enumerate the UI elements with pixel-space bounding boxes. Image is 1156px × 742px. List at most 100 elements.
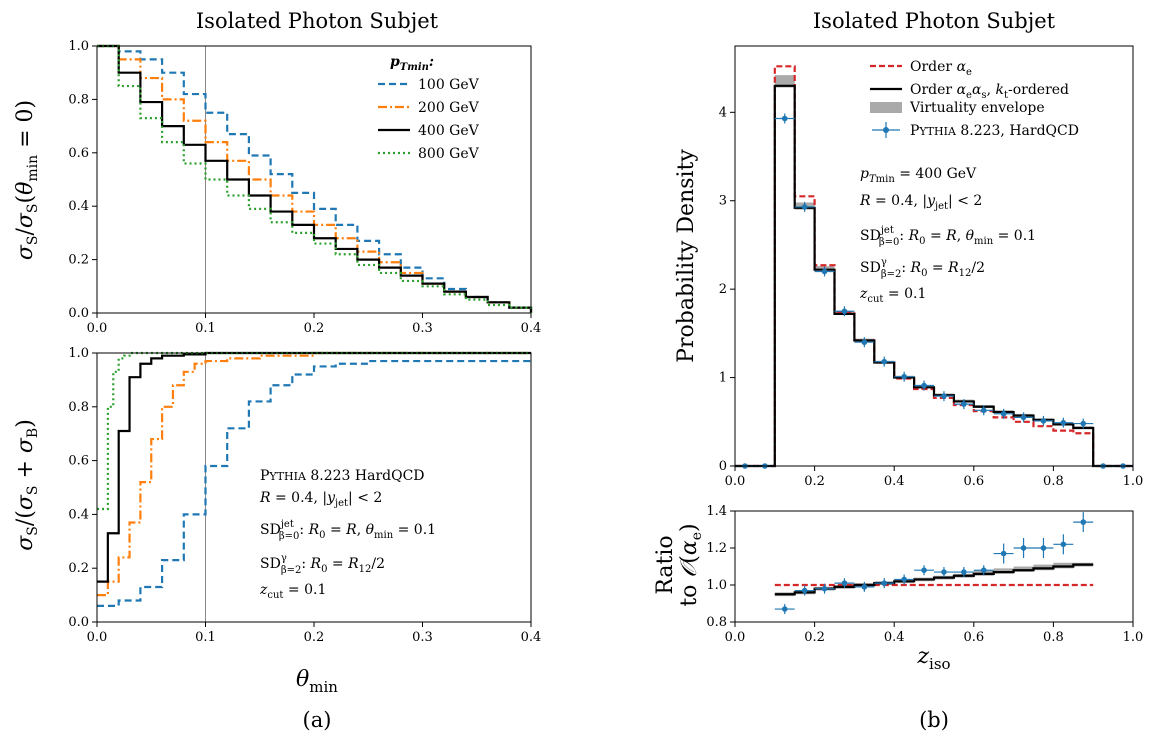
x-tick-label: 0.2	[804, 474, 825, 489]
panel-a-bottom-annotation: PYTHIA 8.223 HardQCD R = 0.4, |yjet| < 2…	[259, 468, 436, 601]
x-tick-label: 0.0	[87, 321, 108, 336]
y-tick-label: 1.0	[68, 346, 89, 361]
panel-b-xlabel: ziso	[916, 644, 950, 673]
y-tick-label: 3	[719, 194, 727, 209]
annotation-sd-gamma: SDγ β=2: R0 = R12/2	[260, 553, 385, 576]
ratio-pythia-point	[980, 567, 987, 573]
pythia-point	[1060, 419, 1067, 426]
plot-frame	[734, 510, 1134, 623]
panel-b-top-plot: 0.0 0.2 0.4 0.6 0.8 1.0 0 1 2 3 4	[719, 45, 1143, 489]
series-order-ae	[735, 65, 1133, 468]
legend-label-400: 400 GeV	[418, 123, 480, 139]
x-tick-label: 0.6	[963, 630, 984, 645]
x-tick-label: 0.4	[884, 474, 905, 489]
ratio-pythia-point	[1020, 545, 1027, 551]
ratio-pythia-point	[841, 580, 848, 586]
x-tick-label: 0.2	[804, 630, 825, 645]
x-tick-label: 0.1	[195, 630, 216, 645]
panel-a-bottom-ylabel: σS/(σS + σB)	[13, 419, 41, 551]
panel-b-title: Isolated Photon Subjet	[813, 9, 1056, 33]
panel-b-top-ylabel: Probability Density	[674, 149, 699, 363]
y-tick-label: 0.8	[68, 92, 89, 107]
annotation-sd-gamma-b: SDγ β=2: R0 = R12/2	[860, 257, 985, 280]
y-tick-label: 1.0	[706, 578, 727, 593]
ratio-pythia-point	[801, 587, 808, 594]
ratio-pythia-point	[961, 569, 967, 575]
annotation-jet-cuts-b: R = 0.4, |yjet| < 2	[859, 193, 982, 212]
panel-a-xlabel: θmin	[296, 667, 338, 696]
panel-b-label: (b)	[919, 708, 949, 732]
pythia-point	[801, 204, 808, 210]
x-tick-label: 0.8	[1043, 474, 1064, 489]
annotation-generator: PYTHIA 8.223 HardQCD	[260, 468, 425, 484]
y-tick-label: 0.0	[68, 306, 89, 321]
y-tick-label: 1.4	[706, 504, 727, 519]
y-tick-label: 0.6	[68, 146, 89, 161]
x-tick-label: 0.0	[725, 474, 746, 489]
plot-frame	[734, 45, 1134, 467]
x-tick-label: 0.1	[195, 321, 216, 336]
panel-b-bottom-ylabel: Ratioto 𝒪(αe)	[653, 523, 705, 606]
x-tick-label: 1.0	[1123, 630, 1144, 645]
ratio-pythia-point	[881, 580, 888, 586]
series-line-800-gev	[97, 351, 531, 511]
panel-a-bottom-plot: 0.0 0.1 0.2 0.3 0.4 0.0 0.2 0.4 0.6 0.8 1.0	[68, 346, 541, 645]
ratio-pythia-point	[861, 584, 868, 590]
pythia-point	[1080, 420, 1087, 427]
pythia-point	[1040, 418, 1047, 424]
y-tick-label: 0.2	[68, 561, 89, 576]
series-line-100-gev	[97, 44, 533, 313]
legend-label-pythia: PYTHIA 8.223, HardQCD	[910, 123, 1079, 139]
y-tick-label: 2	[719, 282, 727, 297]
x-tick-label: 0.3	[412, 630, 433, 645]
pythia-point	[841, 308, 848, 315]
panel-a-top-plot: 0.0 0.1 0.2 0.3 0.4 0.0 0.2 0.4 0.6 0.8 1.0	[68, 39, 541, 336]
ratio-pythia-point	[1080, 519, 1087, 525]
x-tick-label: 0.2	[304, 321, 325, 336]
ratio-pythia-point	[941, 569, 947, 575]
ratio-pythia-point	[921, 567, 927, 573]
x-tick-label: 0.4	[884, 630, 905, 645]
pythia-point	[1020, 414, 1027, 421]
legend-title: pTmin:	[390, 54, 434, 73]
y-tick-label: 0.4	[68, 507, 89, 522]
pythia-point	[921, 382, 927, 389]
ratio-pythia-point	[901, 576, 907, 583]
y-tick-label: 4	[719, 105, 727, 120]
x-tick-label: 0.0	[87, 630, 108, 645]
ratio-pythia-point	[781, 606, 788, 612]
series-line-100-gev	[97, 358, 533, 607]
pythia-point	[980, 407, 987, 414]
series-order-aeas	[735, 84, 1133, 468]
panel-b-legend: Order αe Order αeαs, kt-ordered Virtuali…	[870, 59, 1079, 139]
y-tick-label: 0.4	[68, 199, 89, 214]
pythia-point	[861, 339, 868, 346]
x-tick-label: 0.2	[304, 630, 325, 645]
panel-a-legend: pTmin: 100 GeV 200 GeV 400 GeV 800 GeV	[378, 54, 480, 162]
pythia-point	[781, 115, 788, 122]
y-tick-label: 1.2	[706, 541, 727, 556]
pythia-point	[1000, 411, 1007, 417]
y-tick-label: 1	[719, 371, 727, 386]
annotation-zcut: zcut = 0.1	[259, 582, 326, 601]
annotation-zcut-b: zcut = 0.1	[859, 286, 926, 305]
legend-swatch-envelope	[870, 102, 902, 113]
legend-label-order-aeas: Order αeαs, kt-ordered	[910, 82, 1069, 101]
panel-b-bottom-plot: 0.0 0.2 0.4 0.6 0.8 1.0 0.8 1.0 1.2 1.4	[706, 504, 1143, 645]
y-tick-label: 0.8	[706, 615, 727, 630]
pythia-point	[941, 393, 947, 399]
panel-a-top-ylabel: σS/σS(θmin = 0)	[13, 100, 41, 260]
legend-swatch-pythia	[872, 122, 900, 138]
annotation-ptmin: pTmin = 400 GeV	[860, 166, 977, 185]
pythia-point	[881, 358, 888, 365]
legend-label-100: 100 GeV	[418, 77, 480, 93]
x-tick-label: 0.6	[963, 474, 984, 489]
x-tick-label: 0.3	[412, 321, 433, 336]
x-tick-label: 0.8	[1043, 630, 1064, 645]
ratio-pythia-point	[1060, 541, 1067, 548]
annotation-sd-jet-b: SDjet β=0: R0 = R, θmin = 0.1	[860, 225, 1036, 248]
pythia-point	[961, 401, 967, 407]
panel-a-label: (a)	[303, 708, 332, 732]
y-tick-label: 1.0	[68, 39, 89, 54]
